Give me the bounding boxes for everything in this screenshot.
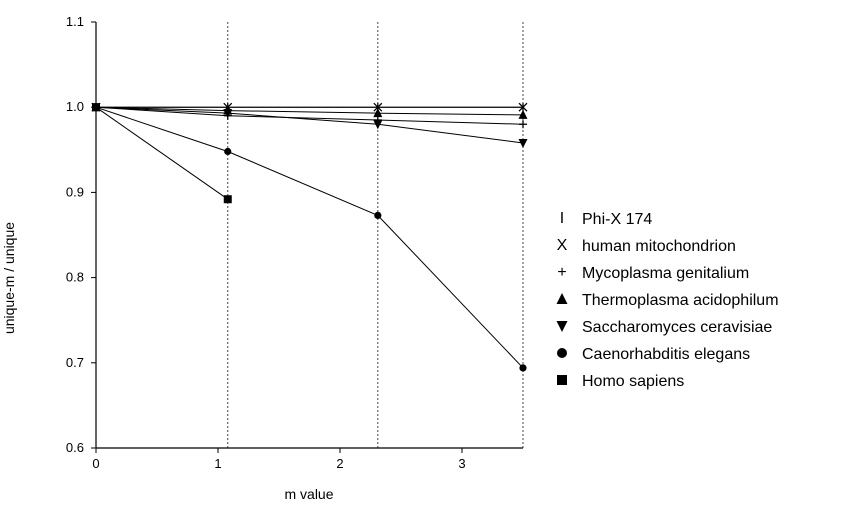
y-axis-title: unique-m / unique <box>1 222 17 334</box>
marker-triangle-up <box>556 293 568 304</box>
legend-label: Homo sapiens <box>582 373 684 390</box>
data-point <box>224 147 232 156</box>
legend-label: Phi-X 174 <box>582 211 652 228</box>
legend-item: Saccharomyces ceravisiae <box>556 319 772 336</box>
series-3 <box>91 102 528 119</box>
legend: I Phi-X 174 X human mitochondrion + Mycoplasm… <box>556 210 779 390</box>
y-tick-label: 0.8 <box>66 270 84 285</box>
y-tick-label: 0.6 <box>66 440 84 455</box>
marker-circle <box>224 147 232 156</box>
x-tick-label: 1 <box>214 456 221 471</box>
marker-triangle-down <box>518 138 528 148</box>
data-point <box>519 364 527 372</box>
legend-item: I Phi-X 174 <box>560 210 653 228</box>
marker-triangle-down <box>556 321 568 332</box>
data-point <box>374 211 382 220</box>
legend-item: Homo sapiens <box>557 373 684 390</box>
legend-item: + Mycoplasma genitalium <box>557 264 749 282</box>
series-6 <box>92 103 232 204</box>
data-point <box>519 120 527 129</box>
legend-label: Thermoplasma acidophilum <box>582 292 779 309</box>
x-axis-title: m value <box>284 486 333 502</box>
legend-marker: I <box>560 210 564 227</box>
legend-item: Thermoplasma acidophilum <box>556 292 779 309</box>
gridlines <box>227 22 524 448</box>
legend-marker <box>557 348 567 358</box>
y-tick-label: 1.1 <box>66 14 84 29</box>
series-4 <box>91 103 528 148</box>
series-line <box>95 106 524 144</box>
legend-marker <box>556 321 568 332</box>
data-point <box>518 109 528 119</box>
marker-square <box>92 103 100 112</box>
data-point <box>92 103 100 112</box>
legend-marker: + <box>557 264 566 281</box>
x-tick-label: 3 <box>458 456 465 471</box>
data-point <box>223 195 232 204</box>
marker-x-b <box>373 102 383 112</box>
data-point <box>373 102 383 112</box>
marker-triangle-down <box>223 109 233 119</box>
series-5 <box>92 103 527 372</box>
marker-triangle-up <box>373 108 383 118</box>
series-group <box>91 102 528 372</box>
y-tick-label: 0.7 <box>66 355 84 370</box>
data-point <box>518 138 528 148</box>
marker-x-b <box>518 102 528 112</box>
marker-circle <box>557 348 567 358</box>
series-line <box>95 106 524 116</box>
legend-marker <box>557 375 567 385</box>
marker-square <box>557 375 567 385</box>
marker-square <box>223 195 232 204</box>
x-tick-label: 0 <box>92 456 99 471</box>
legend-label: human mitochondrion <box>582 238 736 255</box>
data-point <box>223 109 233 119</box>
x-tick-label: 2 <box>336 456 343 471</box>
data-point <box>518 102 528 112</box>
y-tick-label: 0.9 <box>66 184 84 199</box>
legend-label: Caenorhabditis elegans <box>582 346 750 363</box>
series-line <box>95 106 229 200</box>
y-tick-label: 1.0 <box>66 99 84 114</box>
tick-labels: 0.6 0.7 0.8 0.9 1.0 1.1 0 1 2 3 <box>66 14 466 471</box>
marker-circle <box>519 364 527 372</box>
legend-label: Saccharomyces ceravisiae <box>582 319 772 336</box>
legend-label: Mycoplasma genitalium <box>582 265 749 282</box>
legend-item: Caenorhabditis elegans <box>557 346 750 363</box>
series-line <box>95 106 524 369</box>
marker-triangle-down <box>373 120 383 130</box>
marker-triangle-up <box>518 109 528 119</box>
axes <box>91 21 523 453</box>
legend-marker: X <box>557 237 568 254</box>
data-point <box>373 108 383 118</box>
data-point <box>373 120 383 130</box>
legend-marker <box>556 293 568 304</box>
marker-circle <box>374 211 382 220</box>
series-line <box>95 106 524 125</box>
